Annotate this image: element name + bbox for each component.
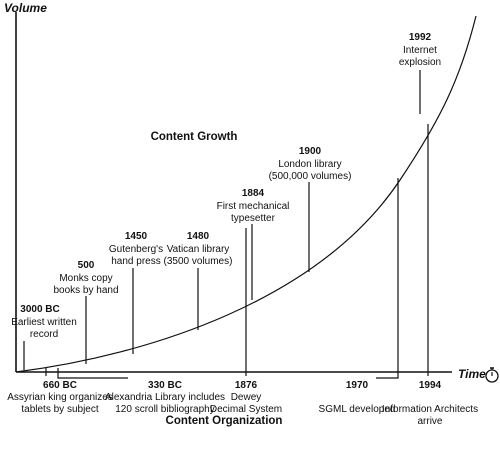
event-text: Alexandria Library includes — [105, 392, 225, 403]
event-text: (3500 volumes) — [164, 256, 233, 267]
event-text: Earliest written — [11, 317, 77, 328]
content-growth-heading: Content Growth — [151, 131, 238, 143]
stopwatch-icon — [485, 367, 499, 383]
event-text: arrive — [417, 416, 442, 427]
event-text: hand press — [111, 256, 160, 267]
event-text: Information Architects — [382, 404, 478, 415]
content-organization-heading: Content Organization — [166, 415, 283, 427]
growth-curve — [15, 15, 477, 373]
event-text: Internet — [403, 45, 437, 56]
event-year: 330 BC — [148, 380, 182, 391]
event-year: 660 BC — [43, 380, 77, 391]
event-text: books by hand — [53, 285, 118, 296]
growth-event-1900: 1900 London library (500,000 volumes) — [269, 146, 352, 272]
growth-event-1450: 1450 Gutenberg's hand press — [109, 231, 163, 354]
event-year: 3000 BC — [20, 304, 59, 315]
event-text: SGML developed — [319, 404, 396, 415]
event-year: 1900 — [299, 146, 322, 157]
x-axis-label: Time — [458, 367, 486, 381]
event-text: Assyrian king organizes — [7, 392, 113, 403]
event-text: tablets by subject — [21, 404, 98, 415]
event-text: Vatican library — [167, 244, 230, 255]
growth-event-1480: 1480 Vatican library (3500 volumes) — [164, 231, 233, 330]
growth-event-500: 500 Monks copy books by hand — [53, 260, 119, 364]
org-event-1876: 1876 Dewey Decimal System — [210, 228, 282, 415]
event-text: Decimal System — [210, 404, 282, 415]
org-event-1970: 1970 SGML developed — [319, 178, 399, 415]
event-text: record — [30, 329, 58, 340]
event-text: (500,000 volumes) — [269, 171, 352, 182]
growth-event-1884: 1884 First mechanical typesetter — [217, 188, 290, 300]
event-text: typesetter — [231, 213, 276, 224]
event-year: 1994 — [419, 380, 442, 391]
org-event-330bc: 330 BC Alexandria Library includes 120 s… — [57, 368, 225, 415]
event-year: 500 — [78, 260, 95, 271]
event-text: 120 scroll bibliography — [115, 404, 215, 415]
event-year: 1992 — [409, 32, 432, 43]
event-year: 1970 — [346, 380, 369, 391]
event-text: First mechanical — [217, 201, 290, 212]
event-year: 1450 — [125, 231, 148, 242]
event-text: Dewey — [231, 392, 262, 403]
org-event-660bc: 660 BC Assyrian king organizes tablets b… — [7, 368, 113, 415]
growth-event-1992: 1992 Internet explosion — [399, 32, 441, 114]
growth-event-3000bc: 3000 BC Earliest written record — [11, 304, 77, 370]
y-axis-label: Volume — [4, 1, 47, 15]
event-text: Gutenberg's — [109, 244, 163, 255]
org-event-1994: 1994 Information Architects arrive — [382, 124, 478, 427]
event-text: London library — [278, 159, 341, 170]
event-text: Monks copy — [59, 273, 112, 284]
event-year: 1480 — [187, 231, 210, 242]
event-text: explosion — [399, 57, 441, 68]
event-year: 1884 — [242, 188, 265, 199]
event-year: 1876 — [235, 380, 258, 391]
